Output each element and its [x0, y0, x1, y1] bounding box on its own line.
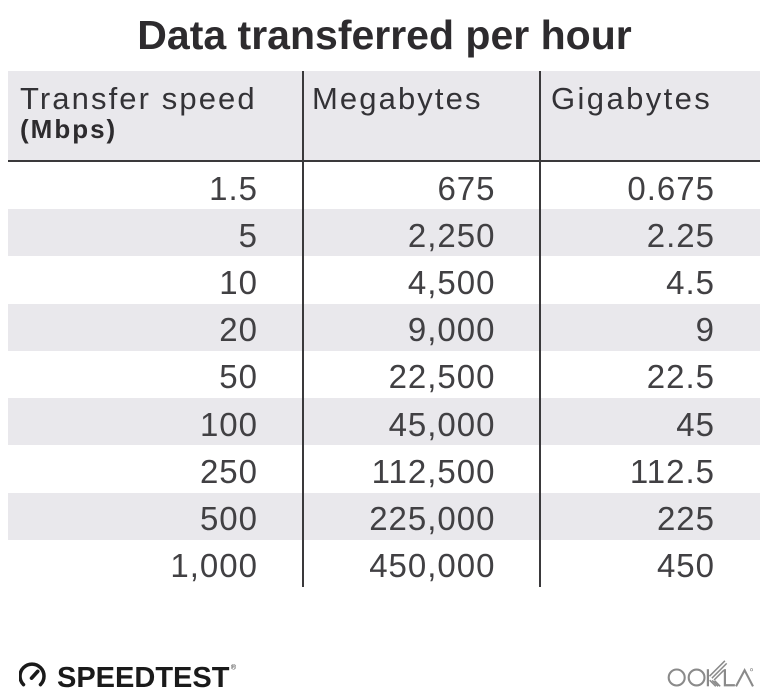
svg-text:SPEEDTEST: SPEEDTEST	[57, 662, 230, 694]
svg-text:®: ®	[231, 663, 237, 671]
